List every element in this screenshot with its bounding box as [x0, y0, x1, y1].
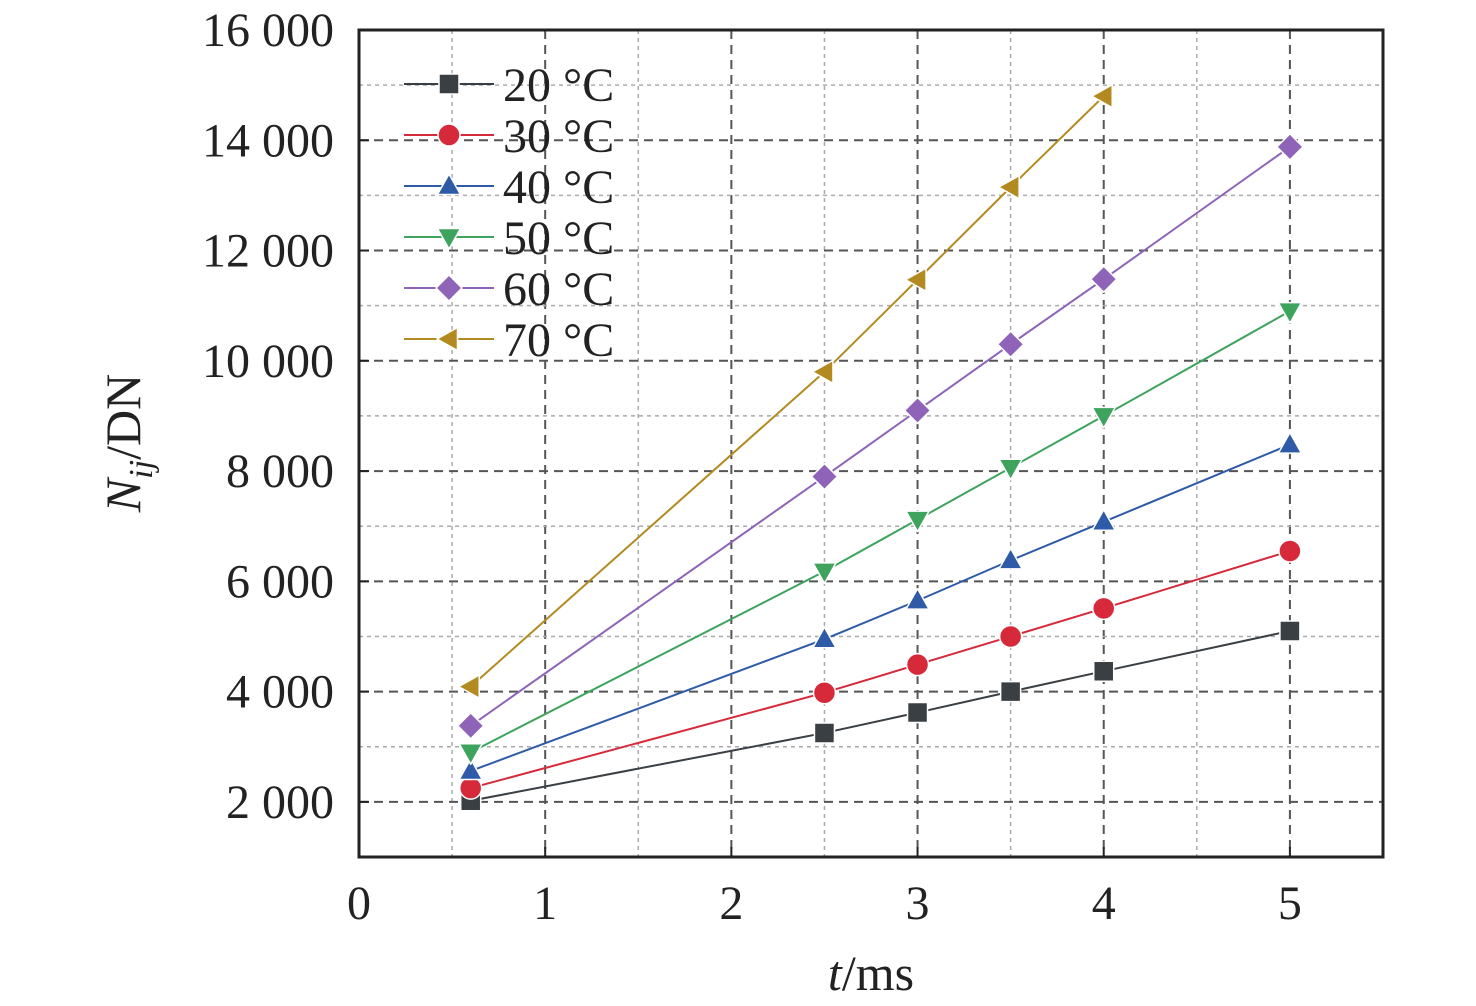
- data-point: [997, 174, 1020, 200]
- data-point: [998, 458, 1023, 481]
- series-0: [459, 620, 1301, 812]
- data-point: [1092, 660, 1115, 682]
- data-point: [458, 776, 483, 800]
- series-line: [470, 443, 1291, 772]
- x-axis-title: t/ms: [828, 945, 914, 1001]
- y-tick-label: 12 000: [202, 225, 334, 278]
- legend-label: 70 °C: [503, 314, 614, 367]
- y-tick-label: 10 000: [202, 335, 334, 388]
- x-tick-label: 2: [719, 877, 743, 930]
- legend-marker: [436, 326, 459, 352]
- legend-label: 20 °C: [503, 59, 614, 112]
- legend: 20 °C30 °C40 °C50 °C60 °C70 °C: [404, 59, 614, 367]
- legend-item: 20 °C: [404, 59, 614, 112]
- data-point: [810, 462, 839, 491]
- data-point: [812, 626, 837, 649]
- data-point: [1091, 509, 1116, 532]
- data-point: [999, 680, 1022, 703]
- legend-marker: [436, 173, 462, 196]
- y-tick-label: 6 000: [226, 555, 334, 608]
- series-line: [470, 629, 1291, 802]
- series-3: [458, 301, 1303, 765]
- legend-item: 30 °C: [404, 110, 614, 163]
- legend-marker: [438, 73, 460, 95]
- x-tick-label: 3: [906, 877, 930, 930]
- legend-item: 50 °C: [404, 212, 614, 265]
- data-point: [813, 722, 836, 744]
- y-tick-label: 4 000: [226, 666, 334, 719]
- data-point: [906, 701, 929, 724]
- data-point: [811, 359, 834, 385]
- series-line: [470, 550, 1291, 790]
- legend-item: 40 °C: [404, 161, 614, 214]
- data-point: [996, 330, 1025, 359]
- data-point: [1279, 620, 1301, 642]
- series-4: [456, 133, 1304, 740]
- data-point: [998, 624, 1023, 649]
- x-axis-unit: /ms: [842, 945, 914, 1001]
- y-tick-label: 14 000: [202, 114, 334, 167]
- series-line: [470, 146, 1291, 727]
- series-1: [458, 539, 1302, 800]
- data-point: [1091, 596, 1116, 621]
- data-point: [456, 712, 485, 740]
- legend-item: 70 °C: [404, 314, 614, 367]
- x-tick-label: 1: [533, 877, 557, 930]
- x-tick-label: 5: [1278, 877, 1302, 930]
- data-point: [904, 267, 927, 293]
- y-axis-title: Nij/DN: [95, 374, 160, 513]
- y-tick-label: 8 000: [226, 445, 334, 498]
- y-axis-unit: /DN: [95, 374, 151, 460]
- data-point: [1090, 83, 1113, 109]
- legend-label: 40 °C: [503, 161, 614, 214]
- data-point: [458, 758, 483, 781]
- data-point: [457, 674, 480, 699]
- data-point: [905, 652, 930, 677]
- data-point: [905, 587, 930, 610]
- data-point: [1089, 265, 1118, 293]
- series-5: [457, 83, 1113, 699]
- series-2: [458, 431, 1303, 781]
- grid: [358, 29, 1383, 857]
- legend-marker: [437, 123, 461, 147]
- data-point: [812, 680, 837, 705]
- legend-label: 60 °C: [503, 263, 614, 316]
- data-point: [812, 562, 837, 585]
- x-tick-label: 0: [347, 877, 371, 930]
- y-tick-label: 16 000: [202, 4, 334, 57]
- legend-label: 50 °C: [503, 212, 614, 265]
- data-point: [1276, 133, 1304, 161]
- data-point: [1277, 301, 1303, 324]
- legend-item: 60 °C: [404, 263, 614, 316]
- data-point: [905, 510, 930, 533]
- y-axis-subscript: ij: [123, 460, 160, 479]
- series-layer: [456, 83, 1304, 812]
- data-point: [903, 396, 932, 425]
- legend-label: 30 °C: [503, 110, 614, 163]
- legend-marker: [436, 227, 462, 250]
- series-line: [470, 310, 1291, 754]
- data-point: [1091, 406, 1116, 429]
- data-point: [1277, 431, 1303, 454]
- y-axis-var: N: [95, 476, 151, 513]
- plot-frame: [357, 28, 1385, 859]
- data-point: [1278, 539, 1302, 563]
- x-axis-var: t: [828, 945, 843, 1001]
- legend-marker: [435, 274, 463, 302]
- axis-ticks: 0 1 2 3 4 5 2 000 4 000 6 000 8 000 10 000 12 000 14…: [202, 4, 1302, 930]
- data-point: [458, 742, 483, 765]
- data-point: [998, 547, 1023, 570]
- x-tick-label: 4: [1092, 877, 1116, 930]
- y-tick-label: 2 000: [226, 776, 334, 829]
